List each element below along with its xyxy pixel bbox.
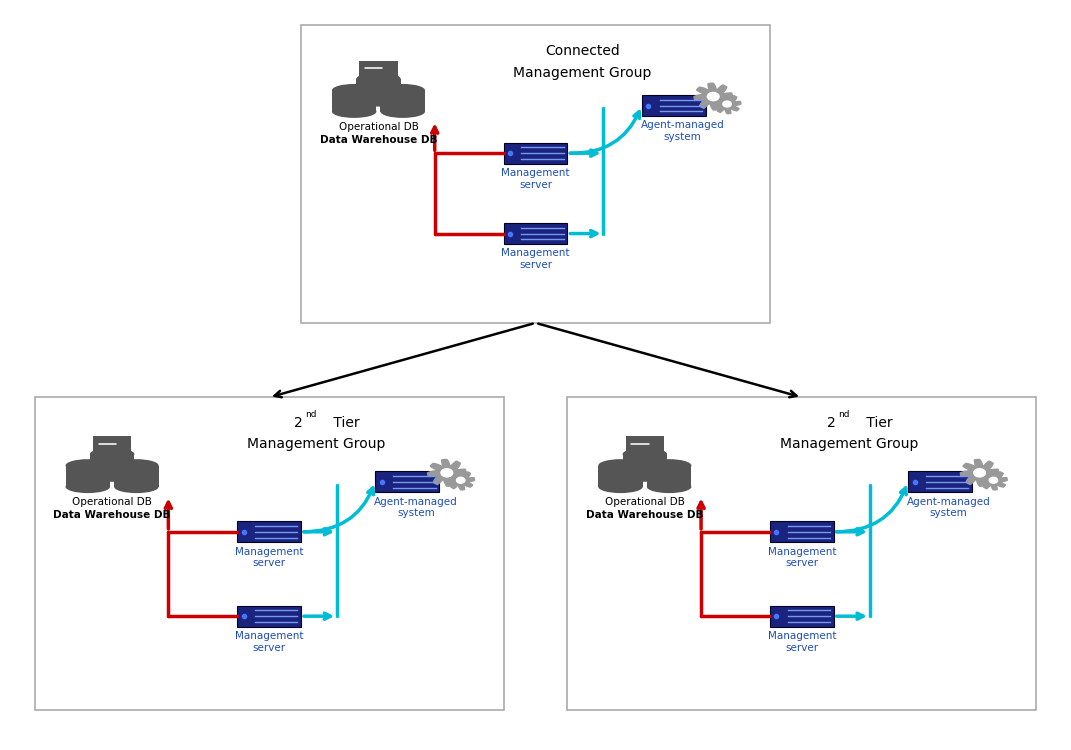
FancyBboxPatch shape (770, 521, 834, 542)
FancyBboxPatch shape (770, 606, 834, 626)
Text: Agent-managed
system: Agent-managed system (640, 121, 724, 142)
FancyBboxPatch shape (93, 436, 132, 451)
Circle shape (990, 477, 998, 483)
Ellipse shape (90, 448, 134, 460)
FancyBboxPatch shape (332, 90, 376, 112)
FancyBboxPatch shape (376, 471, 439, 492)
FancyBboxPatch shape (642, 95, 706, 116)
Ellipse shape (599, 481, 643, 493)
Text: Operational DB: Operational DB (72, 497, 152, 507)
Text: Data Warehouse DB: Data Warehouse DB (320, 135, 437, 146)
FancyBboxPatch shape (908, 471, 972, 492)
FancyBboxPatch shape (90, 454, 134, 476)
Circle shape (441, 469, 453, 477)
Ellipse shape (90, 469, 134, 482)
FancyBboxPatch shape (115, 466, 159, 487)
FancyBboxPatch shape (357, 79, 401, 101)
Circle shape (723, 101, 731, 107)
Polygon shape (427, 460, 466, 486)
FancyBboxPatch shape (503, 142, 568, 164)
Ellipse shape (332, 84, 376, 97)
Text: Management
server: Management server (235, 631, 303, 652)
Text: Management Group: Management Group (513, 66, 651, 80)
FancyBboxPatch shape (237, 606, 301, 626)
FancyArrowPatch shape (304, 488, 374, 532)
Ellipse shape (647, 459, 692, 472)
Ellipse shape (115, 481, 159, 493)
Ellipse shape (622, 469, 667, 482)
Polygon shape (694, 83, 733, 110)
FancyBboxPatch shape (359, 61, 397, 76)
Text: nd: nd (839, 410, 849, 419)
Ellipse shape (115, 459, 159, 472)
Text: Agent-managed
system: Agent-managed system (907, 496, 991, 518)
Text: Management
server: Management server (235, 547, 303, 568)
Circle shape (707, 92, 719, 100)
Text: nd: nd (305, 410, 317, 419)
Text: Data Warehouse DB: Data Warehouse DB (586, 511, 704, 520)
FancyBboxPatch shape (503, 224, 568, 244)
Polygon shape (447, 470, 474, 490)
FancyBboxPatch shape (622, 454, 667, 476)
Text: Agent-managed
system: Agent-managed system (374, 496, 457, 518)
Text: Operational DB: Operational DB (338, 122, 419, 132)
FancyBboxPatch shape (301, 25, 770, 323)
FancyBboxPatch shape (568, 398, 1037, 710)
Text: Management
server: Management server (768, 631, 836, 652)
Circle shape (974, 469, 985, 477)
Ellipse shape (357, 94, 401, 106)
Ellipse shape (622, 448, 667, 460)
Ellipse shape (647, 481, 692, 493)
Text: Management
server: Management server (501, 168, 570, 190)
FancyBboxPatch shape (65, 466, 110, 487)
FancyArrowPatch shape (836, 488, 906, 532)
FancyBboxPatch shape (34, 398, 503, 710)
Ellipse shape (332, 105, 376, 118)
FancyArrowPatch shape (570, 112, 639, 153)
Text: Tier: Tier (861, 416, 892, 430)
Text: Connected: Connected (545, 44, 620, 58)
FancyBboxPatch shape (625, 436, 664, 451)
Ellipse shape (380, 105, 425, 118)
Ellipse shape (357, 73, 401, 86)
Text: Management
server: Management server (501, 248, 570, 270)
Text: 2: 2 (295, 416, 303, 430)
Circle shape (456, 477, 465, 483)
FancyBboxPatch shape (647, 466, 692, 487)
Text: Management Group: Management Group (246, 436, 386, 451)
Ellipse shape (599, 459, 643, 472)
Ellipse shape (380, 84, 425, 97)
FancyBboxPatch shape (380, 90, 425, 112)
Polygon shape (713, 94, 741, 114)
Text: Data Warehouse DB: Data Warehouse DB (54, 511, 171, 520)
Text: Tier: Tier (329, 416, 360, 430)
Polygon shape (961, 460, 999, 486)
Ellipse shape (65, 481, 110, 493)
FancyBboxPatch shape (237, 521, 301, 542)
Text: Management
server: Management server (768, 547, 836, 568)
Ellipse shape (65, 459, 110, 472)
Text: 2: 2 (827, 416, 836, 430)
Text: Operational DB: Operational DB (605, 497, 684, 507)
Polygon shape (980, 470, 1007, 490)
Text: Management Group: Management Group (780, 436, 918, 451)
FancyBboxPatch shape (599, 466, 643, 487)
